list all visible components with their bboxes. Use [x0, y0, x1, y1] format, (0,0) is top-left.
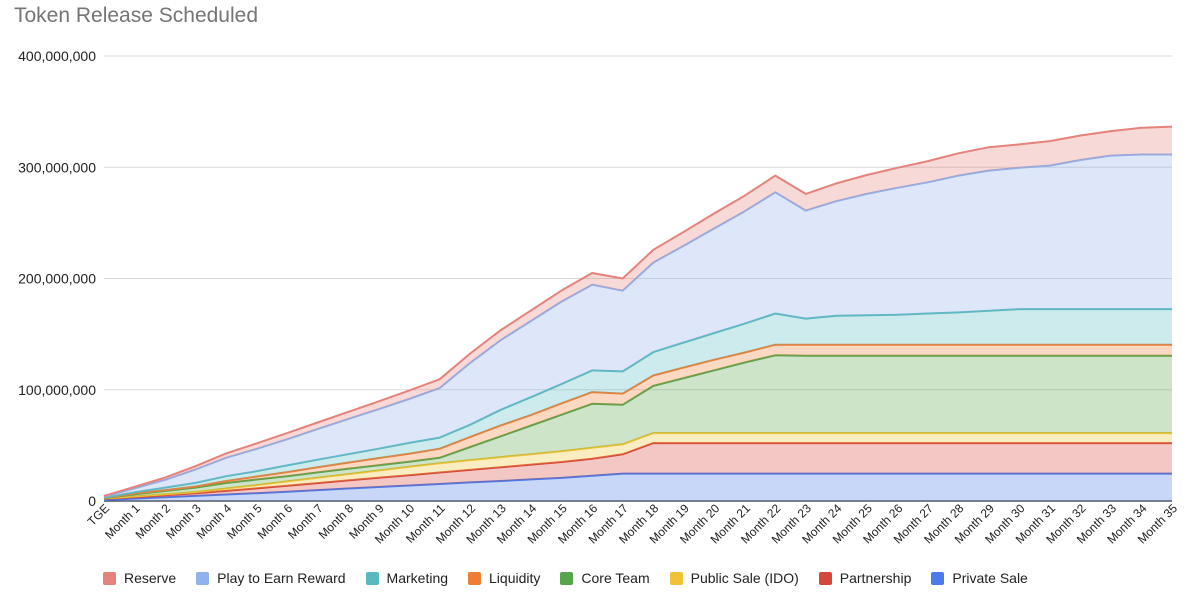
legend-item-core-team[interactable]: Core Team: [560, 570, 650, 586]
area-partnership: [104, 443, 1172, 500]
series-line-private-sale: [103, 472, 1172, 501]
series-line-reserve: [103, 125, 1173, 497]
series-line-public-sale-ido: [103, 432, 1172, 500]
legend-item-partnership[interactable]: Partnership: [818, 570, 912, 586]
chart-legend: Reserve Play to Earn Reward Marketing Liqui…: [103, 570, 1048, 586]
legend-label: Partnership: [839, 570, 912, 586]
series-line-partnership: [103, 442, 1172, 500]
series-line-marketing: [103, 308, 1172, 499]
legend-swatch: [818, 571, 832, 585]
y-tick-label: 0: [88, 493, 96, 509]
legend-item-private-sale[interactable]: Private Sale: [931, 570, 1028, 586]
legend-item-liquidity[interactable]: Liquidity: [468, 570, 540, 586]
area-layer: [103, 125, 1173, 501]
legend-label: Reserve: [124, 570, 177, 586]
chart-title: Token Release Scheduled: [14, 4, 259, 27]
legend-label: Public Sale (IDO): [690, 570, 799, 586]
y-tick-label: 100,000,000: [18, 382, 96, 398]
series-line-play-to-earn-reward: [103, 153, 1172, 498]
legend-label: Play to Earn Reward: [217, 570, 346, 586]
series-line-liquidity: [103, 343, 1172, 499]
y-tick-label: 300,000,000: [18, 159, 96, 175]
legend-swatch: [931, 571, 945, 585]
legend-item-reserve[interactable]: Reserve: [103, 570, 176, 586]
legend-swatch: [468, 571, 482, 585]
series-line-core-team: [103, 354, 1172, 500]
legend-swatch: [560, 571, 574, 585]
legend-item-play-to-earn-reward[interactable]: Play to Earn Reward: [196, 570, 346, 586]
legend-swatch: [196, 571, 210, 585]
legend-label: Core Team: [581, 570, 650, 586]
legend-swatch: [103, 571, 116, 585]
grid-layer: [104, 55, 1172, 502]
area-public-sale-ido: [104, 433, 1172, 499]
y-tick-label: 200,000,000: [18, 271, 96, 287]
legend-label: Liquidity: [489, 570, 541, 586]
legend-item-public-sale-ido[interactable]: Public Sale (IDO): [669, 570, 799, 586]
legend-label: Marketing: [386, 570, 449, 586]
legend-item-marketing[interactable]: Marketing: [365, 570, 449, 586]
area-private-sale: [104, 473, 1172, 501]
area-core-team: [104, 355, 1172, 499]
legend-swatch: [365, 571, 379, 585]
legend-swatch: [669, 571, 683, 585]
y-tick-label: 400,000,000: [18, 48, 96, 64]
legend-label: Private Sale: [952, 570, 1028, 586]
